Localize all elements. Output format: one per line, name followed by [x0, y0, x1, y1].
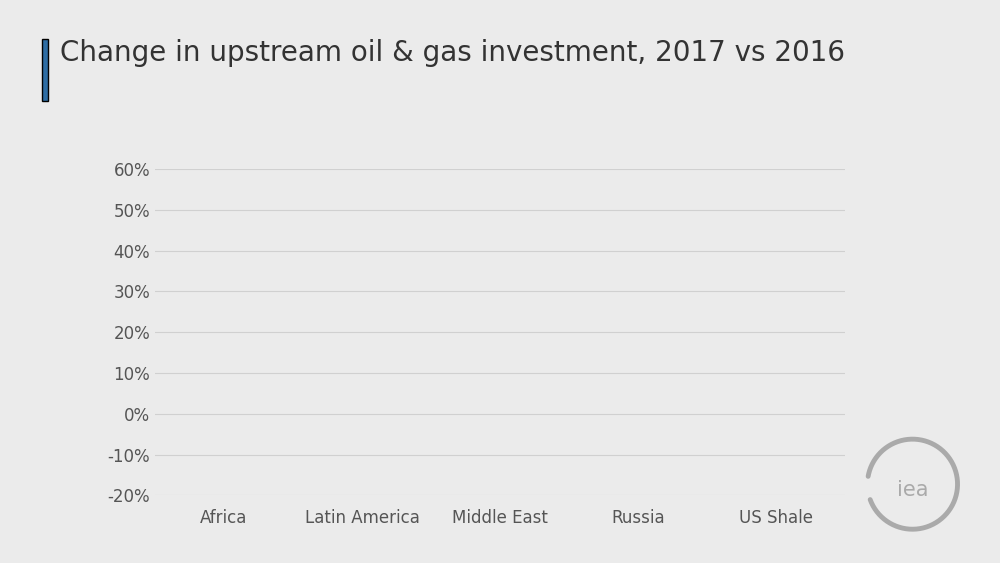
Text: iea: iea	[897, 480, 928, 500]
Text: Change in upstream oil & gas investment, 2017 vs 2016: Change in upstream oil & gas investment,…	[60, 39, 845, 68]
